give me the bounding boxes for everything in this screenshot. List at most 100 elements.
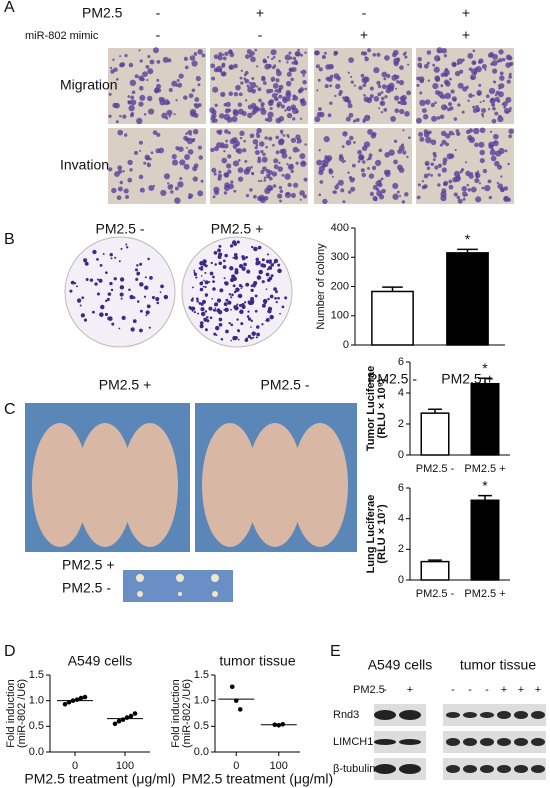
cell	[443, 69, 450, 76]
cell	[271, 57, 274, 61]
cell	[116, 195, 122, 201]
cell	[453, 192, 458, 197]
colony	[268, 260, 272, 264]
band	[497, 765, 511, 773]
colony	[233, 290, 237, 294]
cell	[393, 57, 400, 65]
colony	[229, 244, 234, 248]
y-axis-label: (RLU × 10⁹)	[376, 378, 388, 438]
cell	[378, 148, 383, 153]
cell	[333, 190, 337, 195]
cell	[261, 166, 267, 172]
cell	[289, 56, 293, 60]
cell	[402, 150, 407, 155]
cell	[145, 156, 150, 161]
cell	[334, 94, 337, 98]
cell	[472, 94, 475, 97]
colony	[270, 274, 274, 278]
cell	[367, 166, 370, 170]
cell	[279, 199, 282, 203]
colony	[251, 332, 254, 335]
cell	[290, 163, 294, 167]
cell	[404, 192, 409, 197]
cell	[423, 184, 428, 189]
cell	[189, 55, 196, 61]
colony	[96, 278, 99, 281]
colony	[155, 296, 160, 302]
error-bar	[457, 248, 478, 253]
cell	[197, 83, 201, 87]
cell	[363, 76, 370, 83]
cell	[399, 195, 402, 198]
cell	[240, 69, 243, 73]
cell	[229, 52, 235, 58]
sign: -	[362, 5, 367, 21]
cell	[347, 71, 350, 74]
colony	[222, 265, 227, 269]
cell	[332, 190, 335, 194]
band	[374, 764, 396, 774]
cell	[431, 115, 438, 122]
cell	[397, 149, 403, 155]
cell	[372, 53, 377, 57]
colony	[209, 271, 214, 276]
colony	[214, 307, 217, 310]
cell	[479, 127, 486, 134]
cell	[358, 85, 363, 90]
cell	[437, 183, 441, 187]
cell	[218, 52, 223, 57]
colony	[76, 298, 82, 303]
cell	[315, 64, 320, 69]
cell	[243, 139, 246, 143]
cell	[406, 155, 409, 159]
cell	[270, 49, 277, 56]
cell	[479, 157, 485, 164]
cell	[500, 175, 503, 178]
band	[399, 710, 421, 720]
cell	[293, 182, 299, 188]
band	[463, 712, 477, 718]
cell	[282, 134, 286, 137]
colony	[144, 276, 147, 279]
colony	[232, 284, 236, 288]
cell	[497, 164, 503, 170]
cell	[263, 81, 267, 85]
cell	[503, 105, 507, 109]
colony	[114, 256, 117, 259]
colony	[229, 266, 234, 271]
cell	[381, 96, 385, 101]
cell	[488, 195, 493, 200]
cell	[156, 60, 161, 64]
cell	[426, 61, 430, 65]
cell	[482, 115, 485, 118]
cell	[179, 177, 183, 180]
colony	[204, 280, 209, 285]
cell	[267, 63, 272, 69]
cell	[143, 113, 147, 116]
cell	[321, 163, 327, 168]
cell	[274, 89, 278, 93]
colony	[118, 327, 121, 330]
cell	[442, 161, 447, 166]
bar	[470, 499, 500, 581]
cell	[443, 54, 448, 58]
colony	[196, 299, 199, 303]
cell	[419, 136, 425, 142]
cell	[477, 92, 481, 96]
cell	[364, 56, 369, 62]
cell	[134, 74, 139, 79]
cell	[108, 167, 113, 172]
cell	[380, 111, 384, 114]
cell	[368, 173, 375, 179]
cell	[479, 149, 486, 156]
cell	[249, 54, 253, 58]
cell	[139, 94, 146, 101]
cell	[255, 85, 259, 88]
colony	[247, 310, 250, 313]
cell	[117, 129, 124, 136]
cell	[502, 57, 506, 62]
colony	[145, 310, 150, 315]
cell	[491, 118, 497, 124]
cell	[322, 198, 328, 205]
band	[399, 739, 421, 745]
